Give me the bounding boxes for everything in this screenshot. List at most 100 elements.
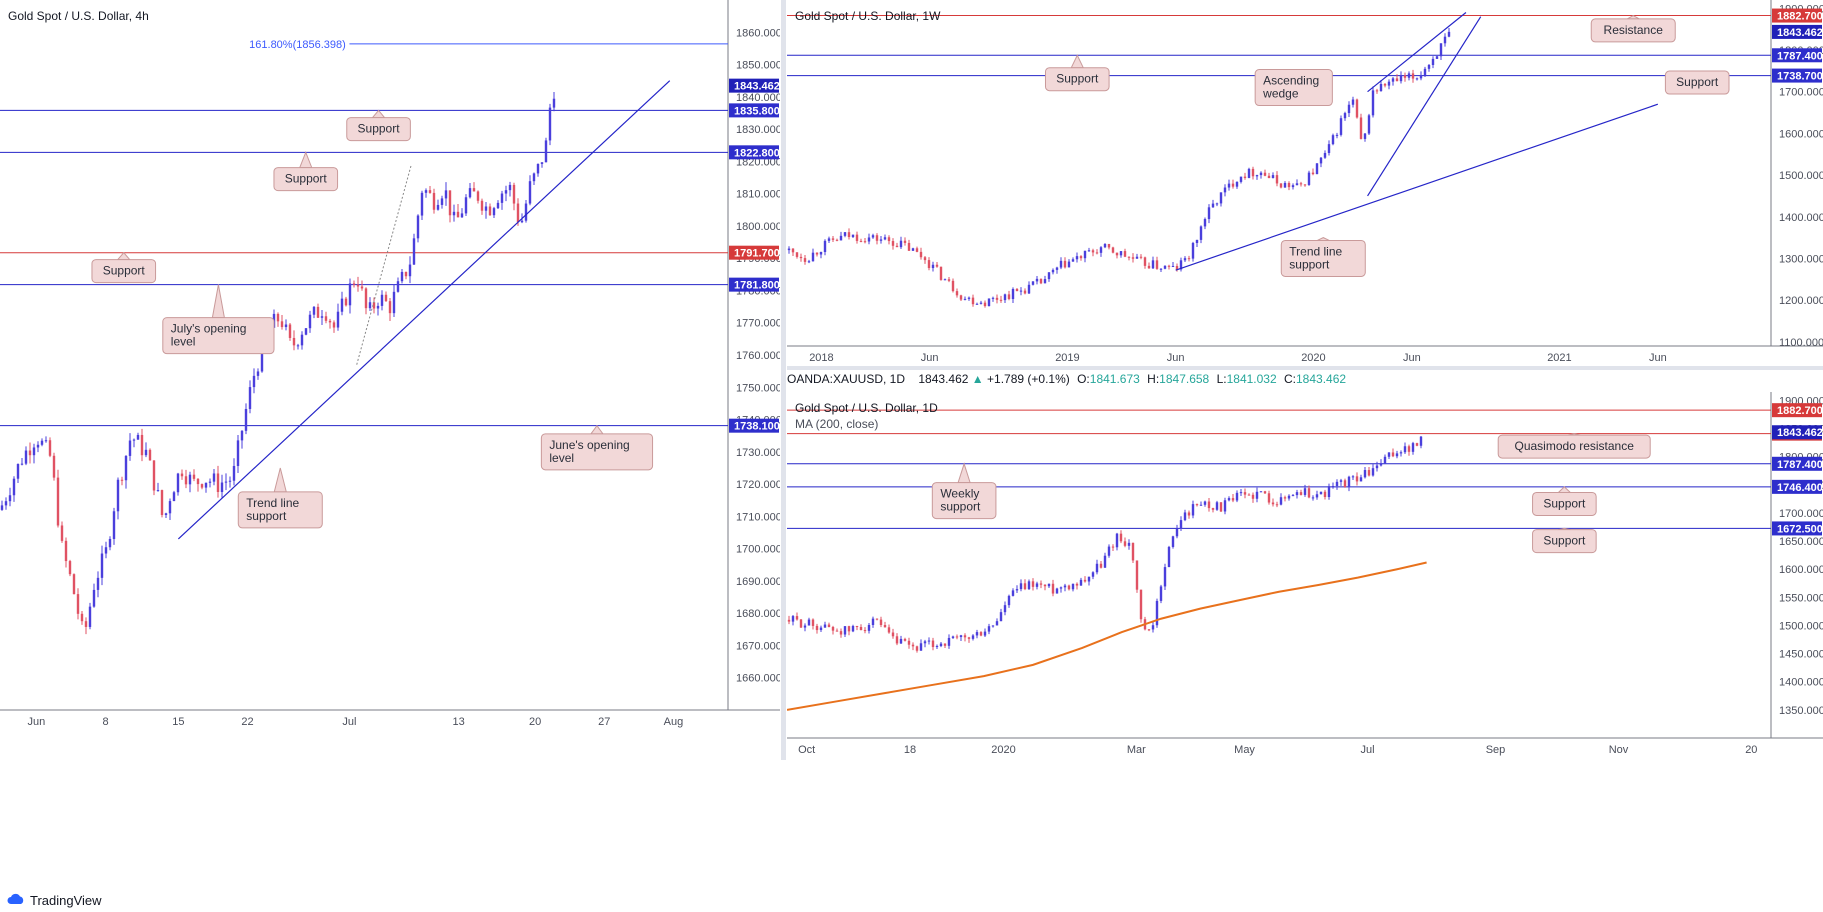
trend-line [1175, 103, 1659, 271]
candle-body [336, 311, 340, 328]
candle-body [1347, 104, 1351, 114]
candle-body [1375, 465, 1379, 469]
candle-body [807, 619, 811, 626]
current-price-tag-bg [729, 78, 779, 93]
candle-body [152, 460, 156, 491]
level-price-tag: 1882.700 [1777, 11, 1823, 23]
candle-body [987, 298, 991, 307]
plot-background [787, 392, 1823, 758]
candle-body [252, 375, 256, 388]
time-tick-label: Jun [28, 716, 46, 728]
callout-note: Support [1664, 70, 1730, 95]
candle-body [799, 256, 803, 259]
candles-group [0, 92, 556, 635]
candle-body [1315, 163, 1319, 175]
legend-close-label: C: [1284, 372, 1296, 386]
candle-body [1339, 118, 1343, 135]
candle-body [1331, 135, 1335, 145]
price-tick-label: 1680.000 [736, 608, 780, 620]
brand-name[interactable]: TradingView [30, 893, 102, 908]
level-price-tag-bg [729, 145, 779, 160]
legend-bar: OANDA:XAUUSD, 1D 1843.462 ▲ +1.789 (+0.1… [787, 372, 1346, 390]
horizontal-divider[interactable] [787, 366, 1823, 370]
candle-body [428, 190, 432, 193]
candle-body [1231, 498, 1235, 501]
candle-body [1043, 584, 1047, 587]
tradingview-cloud-icon[interactable] [6, 892, 26, 911]
candle-body [1243, 176, 1247, 178]
candle-body [456, 211, 460, 218]
ma-200-line [787, 561, 1427, 711]
candle-body [1103, 243, 1107, 248]
callout-box [1044, 67, 1110, 92]
candle-body [791, 248, 795, 253]
candle-body [899, 638, 903, 644]
candle-body [1039, 278, 1043, 284]
candle-body [1387, 452, 1391, 457]
candle-body [1371, 90, 1375, 116]
candle-body [807, 261, 811, 263]
candle-body [256, 371, 260, 376]
candle-body [1147, 265, 1151, 269]
candle-body [148, 449, 152, 461]
price-tick-label: 1750.000 [736, 382, 780, 394]
candle-body [68, 561, 72, 575]
callout-note: Support [1532, 527, 1597, 554]
time-tick-label: 22 [241, 716, 253, 728]
candle-body [959, 635, 963, 638]
price-tick-label: 1820.000 [736, 156, 780, 168]
chart-d1[interactable]: OANDA:XAUUSD, 1D 1843.462 ▲ +1.789 (+0.1… [787, 370, 1823, 758]
candle-body [548, 107, 552, 141]
time-tick-label: Jun [921, 352, 939, 364]
candle-body [116, 479, 120, 512]
candle-body [1283, 497, 1287, 499]
candle-body [1411, 73, 1415, 79]
vertical-divider[interactable] [781, 0, 786, 760]
chart-h4-svg[interactable]: 1660.000 1670.000 1680.000 1690.000 1700.000… [0, 0, 782, 732]
candle-body [1059, 587, 1063, 589]
chart-w1[interactable]: 1100.000 1200.000 1300.000 1400.000 1500.000… [787, 0, 1823, 366]
level-price-tag-bg [1772, 403, 1822, 418]
candle-body [120, 479, 124, 481]
candle-body [955, 291, 959, 296]
candle-body [212, 473, 216, 482]
legend-symbol: OANDA:XAUUSD, 1D [787, 372, 906, 386]
candle-body [883, 625, 887, 628]
level-price-tag-bg [1772, 521, 1822, 536]
candle-body [1055, 267, 1059, 270]
candle-body [1239, 176, 1243, 182]
candle-body [843, 232, 847, 236]
chart-w1-svg[interactable]: 1100.000 1200.000 1300.000 1400.000 1500.000… [787, 0, 1823, 366]
candle-body [1099, 247, 1103, 253]
candle-body [164, 513, 168, 515]
candle-body [943, 643, 947, 646]
candle-body [1211, 508, 1215, 510]
chart-d1-svg[interactable]: 1350.000 1400.000 1450.000 1500.000 1550.000… [787, 392, 1823, 758]
chart-h4[interactable]: 1660.000 1670.000 1680.000 1690.000 1700.000… [0, 0, 782, 732]
candle-body [923, 641, 927, 644]
candle-body [308, 314, 312, 329]
candle-body [1351, 99, 1355, 105]
callout-text: Quasimodo resistance [1515, 439, 1635, 453]
candle-body [320, 316, 324, 318]
candle-body [1243, 492, 1247, 495]
time-tick-label: Jul [342, 716, 356, 728]
candle-body [1275, 175, 1279, 184]
candle-body [1415, 443, 1419, 446]
candle-body [1003, 605, 1007, 613]
callout-box [540, 433, 654, 471]
candle-body [863, 630, 867, 632]
candle-body [1399, 452, 1403, 454]
current-price-tag-bg [1772, 24, 1822, 39]
candle-body [859, 627, 863, 631]
candle-body [847, 232, 851, 238]
candle-body [432, 192, 436, 210]
candle-body [224, 481, 228, 483]
candle-body [368, 302, 372, 309]
price-tick-label: 1840.000 [736, 92, 780, 104]
candle-body [1039, 583, 1043, 585]
candle-body [1211, 203, 1215, 208]
callout-text: Support [103, 264, 146, 278]
